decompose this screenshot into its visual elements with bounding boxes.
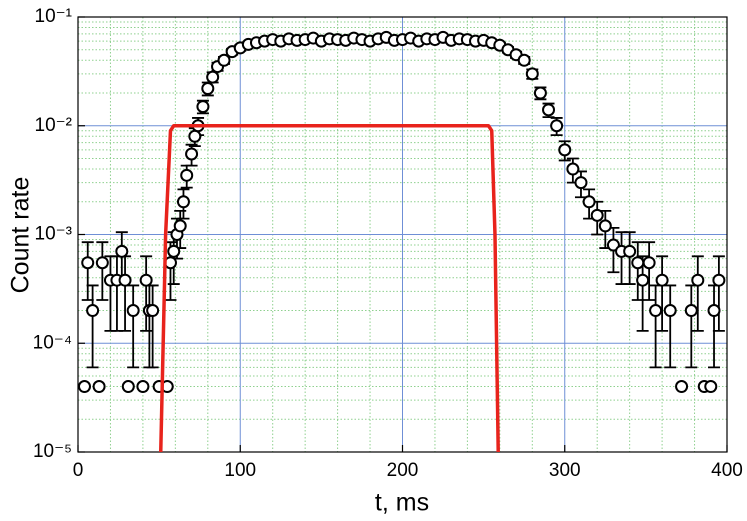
data-point <box>550 119 564 133</box>
x-tick-label: 200 <box>387 460 419 481</box>
data-point <box>707 304 721 318</box>
data-point <box>217 53 231 67</box>
error-bar <box>691 255 704 332</box>
error-bar <box>86 284 99 369</box>
x-tick-label: 300 <box>549 460 581 481</box>
error-bar <box>143 284 156 369</box>
data-point <box>167 244 181 258</box>
data-point <box>185 147 199 161</box>
data-point <box>684 304 698 318</box>
error-bar <box>643 241 656 301</box>
data-point <box>533 86 547 100</box>
y-axis-label: Count rate <box>7 177 35 294</box>
plot-frame <box>77 16 728 453</box>
error-bar <box>96 241 109 301</box>
data-point <box>655 273 669 287</box>
y-tick-label: 10⁻² <box>35 115 73 136</box>
error-bar <box>685 284 698 369</box>
data-point <box>92 380 106 394</box>
error-bar <box>656 255 669 332</box>
data-point <box>574 176 588 190</box>
data-point <box>636 273 650 287</box>
data-point <box>121 380 135 394</box>
x-tick-label: 0 <box>73 460 84 481</box>
error-bar <box>664 284 677 369</box>
data-point <box>649 304 663 318</box>
model-line <box>158 124 500 453</box>
data-point <box>136 380 150 394</box>
data-point <box>206 70 220 84</box>
data-point <box>126 304 140 318</box>
y-tick-label: 10⁻⁵ <box>33 441 72 462</box>
data-point <box>196 100 210 114</box>
data-point <box>704 380 718 394</box>
data-point <box>118 273 132 287</box>
error-bar <box>649 284 662 369</box>
data-point <box>173 219 187 233</box>
data-point <box>180 168 194 182</box>
y-tick-label: 10⁻³ <box>35 224 73 245</box>
data-point <box>188 129 202 143</box>
data-point <box>663 304 677 318</box>
data-point <box>712 273 726 287</box>
x-axis-label: t, ms <box>375 489 429 517</box>
error-bar <box>712 255 725 332</box>
y-tick-label: 10⁻¹ <box>35 6 73 27</box>
x-tick-label: 400 <box>711 460 743 481</box>
data-point <box>598 219 612 233</box>
data-point <box>590 208 604 222</box>
data-point <box>95 256 109 270</box>
data-point <box>146 304 160 318</box>
error-bar <box>146 284 159 369</box>
x-tick-label: 100 <box>224 460 256 481</box>
data-point <box>691 273 705 287</box>
data-point <box>201 82 215 96</box>
data-point <box>558 143 572 157</box>
data-point <box>675 380 689 394</box>
data-point <box>642 256 656 270</box>
data-point <box>517 53 531 67</box>
data-point <box>566 162 580 176</box>
data-point <box>176 195 190 209</box>
data-point <box>623 244 637 258</box>
data-point <box>582 195 596 209</box>
data-point <box>139 273 153 287</box>
data-point <box>86 304 100 318</box>
error-bar <box>623 231 636 285</box>
data-point <box>77 380 91 394</box>
y-tick-label: 10⁻⁴ <box>33 332 72 353</box>
data-point <box>115 244 129 258</box>
error-bar <box>127 284 140 369</box>
data-point <box>525 67 539 81</box>
data-point <box>631 256 645 270</box>
data-point <box>542 103 556 117</box>
data-point <box>81 256 95 270</box>
